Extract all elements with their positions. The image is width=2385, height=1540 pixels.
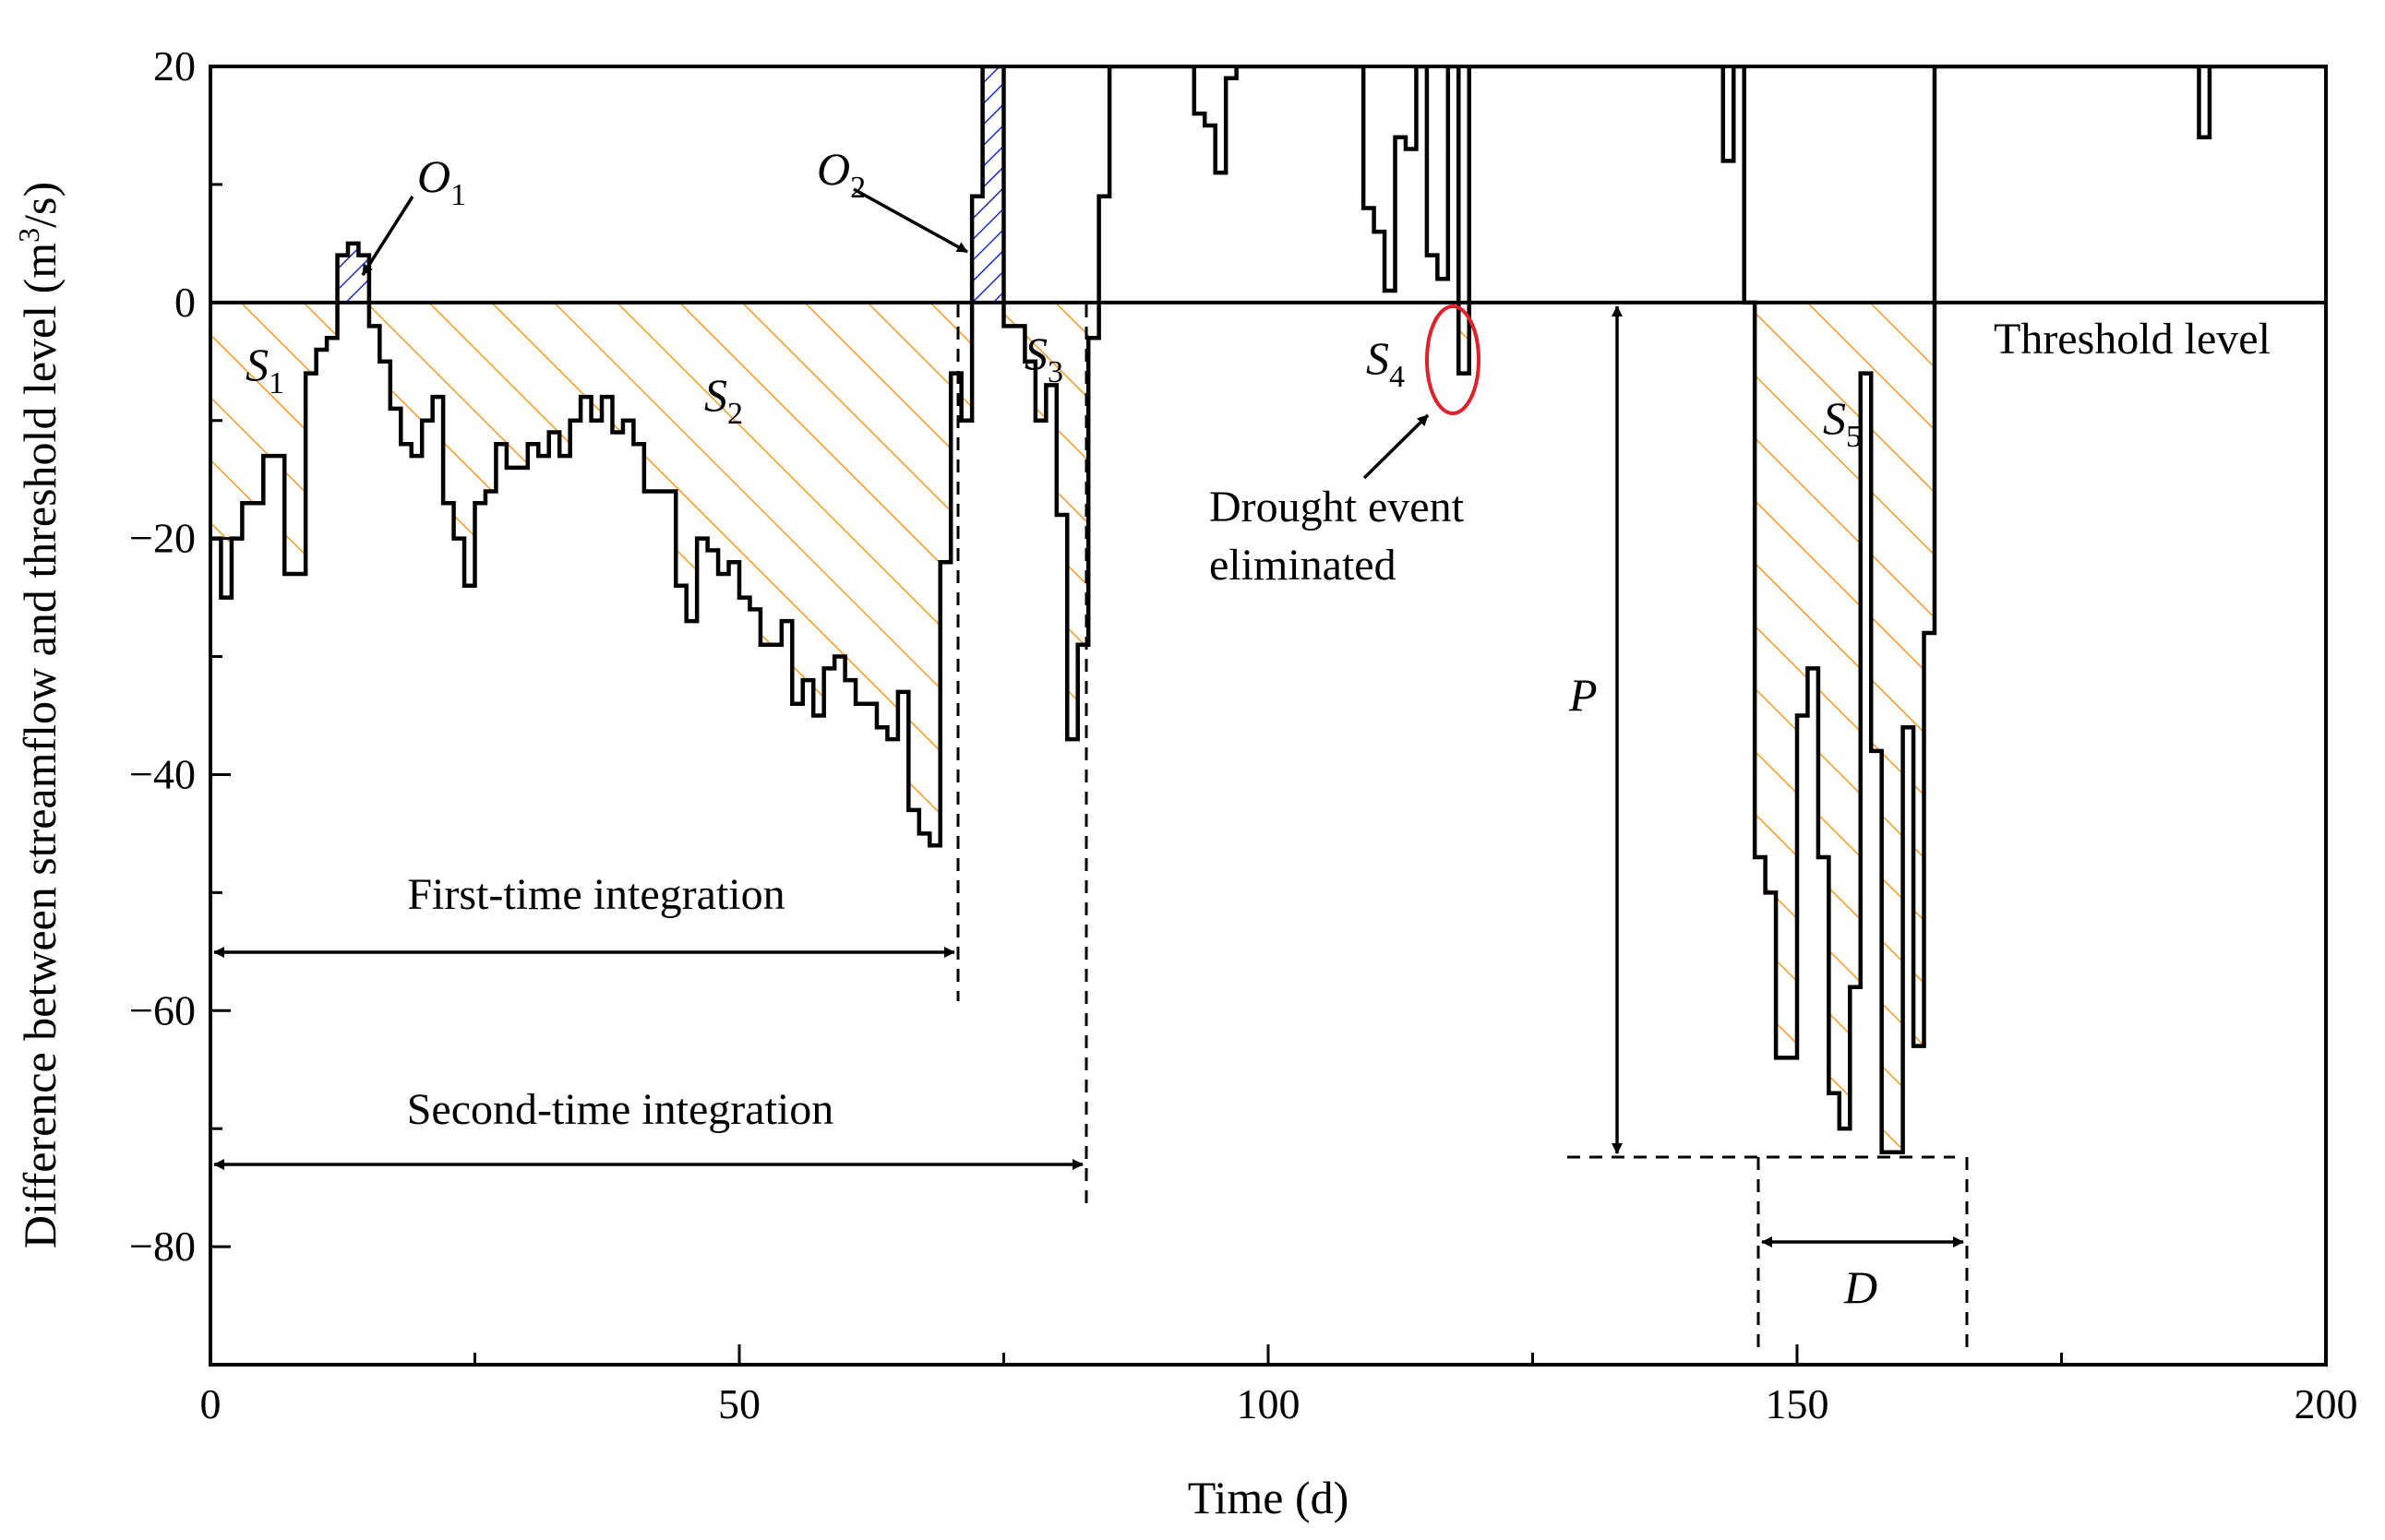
axis-ticks — [209, 65, 2328, 1367]
first-integration-label: First-time integration — [407, 870, 785, 919]
arrow-drought-eliminated — [1362, 413, 1430, 480]
peak-label: P — [1568, 669, 1598, 721]
area-label-s4: S4 — [1366, 332, 1405, 394]
series-step-line — [210, 66, 2326, 1155]
y-tick-label: −20 — [129, 515, 196, 562]
second-integration-label: Second-time integration — [407, 1085, 834, 1134]
duration-label: D — [1843, 1261, 1877, 1313]
y-tick-label: −60 — [129, 986, 196, 1033]
arrow-o2 — [853, 187, 968, 254]
area-label-o2: O2 — [817, 143, 866, 205]
area-label-s5: S5 — [1823, 392, 1862, 454]
area-label-o1: O1 — [417, 150, 466, 212]
y-tick-label: −80 — [129, 1223, 196, 1270]
x-axis-title: Time (d) — [1188, 1472, 1349, 1523]
x-tick-label: 0 — [200, 1380, 222, 1427]
y-axis-title: Difference between streamflow and thresh… — [12, 182, 66, 1248]
area-label-s1: S1 — [246, 339, 284, 400]
area-label-s3: S3 — [1025, 328, 1063, 389]
area-label-s2: S2 — [704, 369, 743, 431]
y-tick-label: 0 — [174, 279, 196, 326]
plot-frame — [209, 65, 2328, 1367]
deficit-hatch-area — [210, 302, 1935, 1152]
eliminated-drought-circle — [1425, 304, 1480, 415]
x-tick-label: 100 — [1237, 1380, 1300, 1427]
threshold-level-label: Threshold level — [1994, 315, 2271, 364]
x-tick-label: 200 — [2295, 1380, 2358, 1427]
drought-eliminated-label: Drought event — [1209, 483, 1465, 531]
x-tick-label: 150 — [1766, 1380, 1829, 1427]
x-tick-label: 50 — [718, 1380, 761, 1427]
arrow-o1 — [361, 196, 414, 276]
drought-eliminated-label-line2: eliminated — [1209, 541, 1396, 590]
y-tick-label: 20 — [153, 42, 196, 90]
y-tick-label: −40 — [129, 750, 196, 797]
